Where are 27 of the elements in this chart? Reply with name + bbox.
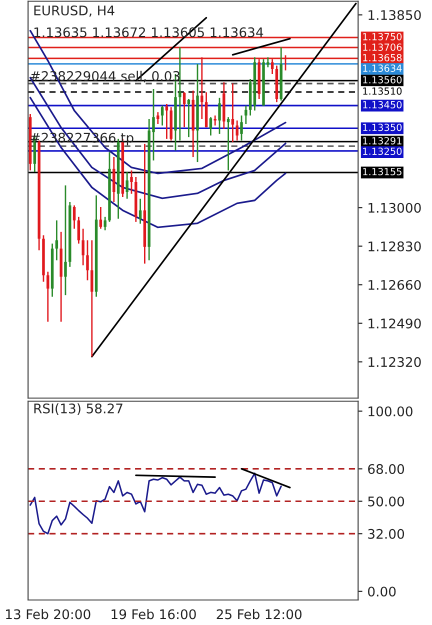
x-tick-label: 13 Feb 20:00 — [6, 609, 90, 620]
ref-line-label: 1.13250 — [363, 148, 402, 155]
ref-line-label: 1.13510 — [363, 87, 402, 95]
ref-line-label: 1.13350 — [363, 124, 402, 132]
y-tick-label: 1.13000 — [368, 202, 421, 213]
y-tick-label: 1.13850 — [368, 10, 421, 20]
y-tick-label: 1.12490 — [368, 318, 421, 328]
ref-line-label: 1.13155 — [363, 168, 402, 176]
y-tick-label: 1.12320 — [368, 357, 421, 368]
x-tick-label: 25 Feb 12:00 — [216, 609, 302, 620]
ref-line-label: 1.13658 — [363, 54, 402, 62]
chart-title: RSI(13) 58.27 — [34, 403, 122, 416]
y-tick-label: 50.00 — [368, 496, 404, 506]
y-tick-label: 1.12660 — [368, 280, 421, 290]
x-tick-label: 19 Feb 16:00 — [112, 609, 196, 620]
y-tick-label: 1.12830 — [368, 241, 421, 252]
ref-line-label: 1.13634 — [363, 64, 402, 72]
y-tick-label: 100.00 — [368, 406, 412, 416]
chart-title: EURUSD, H4 — [34, 5, 114, 17]
ref-line-label: 1.13291 — [363, 137, 402, 144]
y-tick-label: 68.00 — [368, 464, 404, 474]
ref-line-label: 1.13750 — [363, 33, 402, 40]
ref-line-label: 1.13450 — [363, 101, 402, 108]
y-tick-label: 0.00 — [368, 586, 396, 597]
ref-line-label: 1.13706 — [363, 44, 402, 51]
y-tick-label: 32.00 — [368, 528, 404, 539]
ref-line-label: 1.13560 — [363, 76, 402, 84]
